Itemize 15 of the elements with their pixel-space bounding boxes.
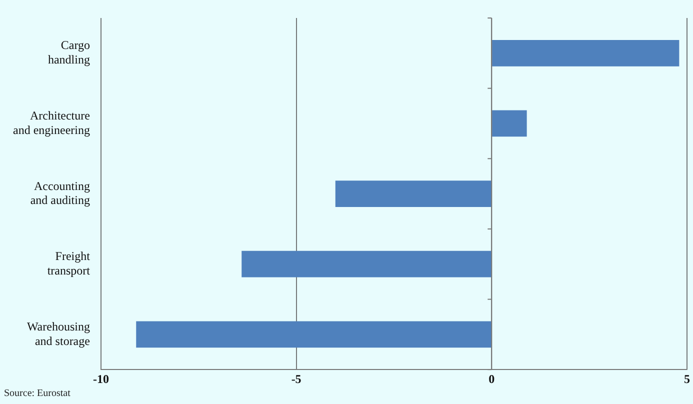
bar <box>242 250 492 278</box>
x-tick-label: 5 <box>684 372 690 386</box>
y-tick-label: Architecture and engineering <box>13 108 90 137</box>
source-note: Source: Eurostat <box>4 388 70 399</box>
y-tick-label: Accounting and auditing <box>30 178 90 208</box>
x-tick-label: -5 <box>291 372 302 386</box>
bar <box>335 180 492 207</box>
y-tick-label: Freight transport <box>47 249 91 278</box>
y-tick-label: Cargo handling <box>48 38 90 67</box>
bar <box>492 40 680 66</box>
x-tick-label: 0 <box>488 372 495 386</box>
bar <box>492 110 527 137</box>
y-tick-label: Warehousing and storage <box>26 319 90 348</box>
bar <box>136 321 492 348</box>
x-tick-label: -10 <box>92 372 109 386</box>
